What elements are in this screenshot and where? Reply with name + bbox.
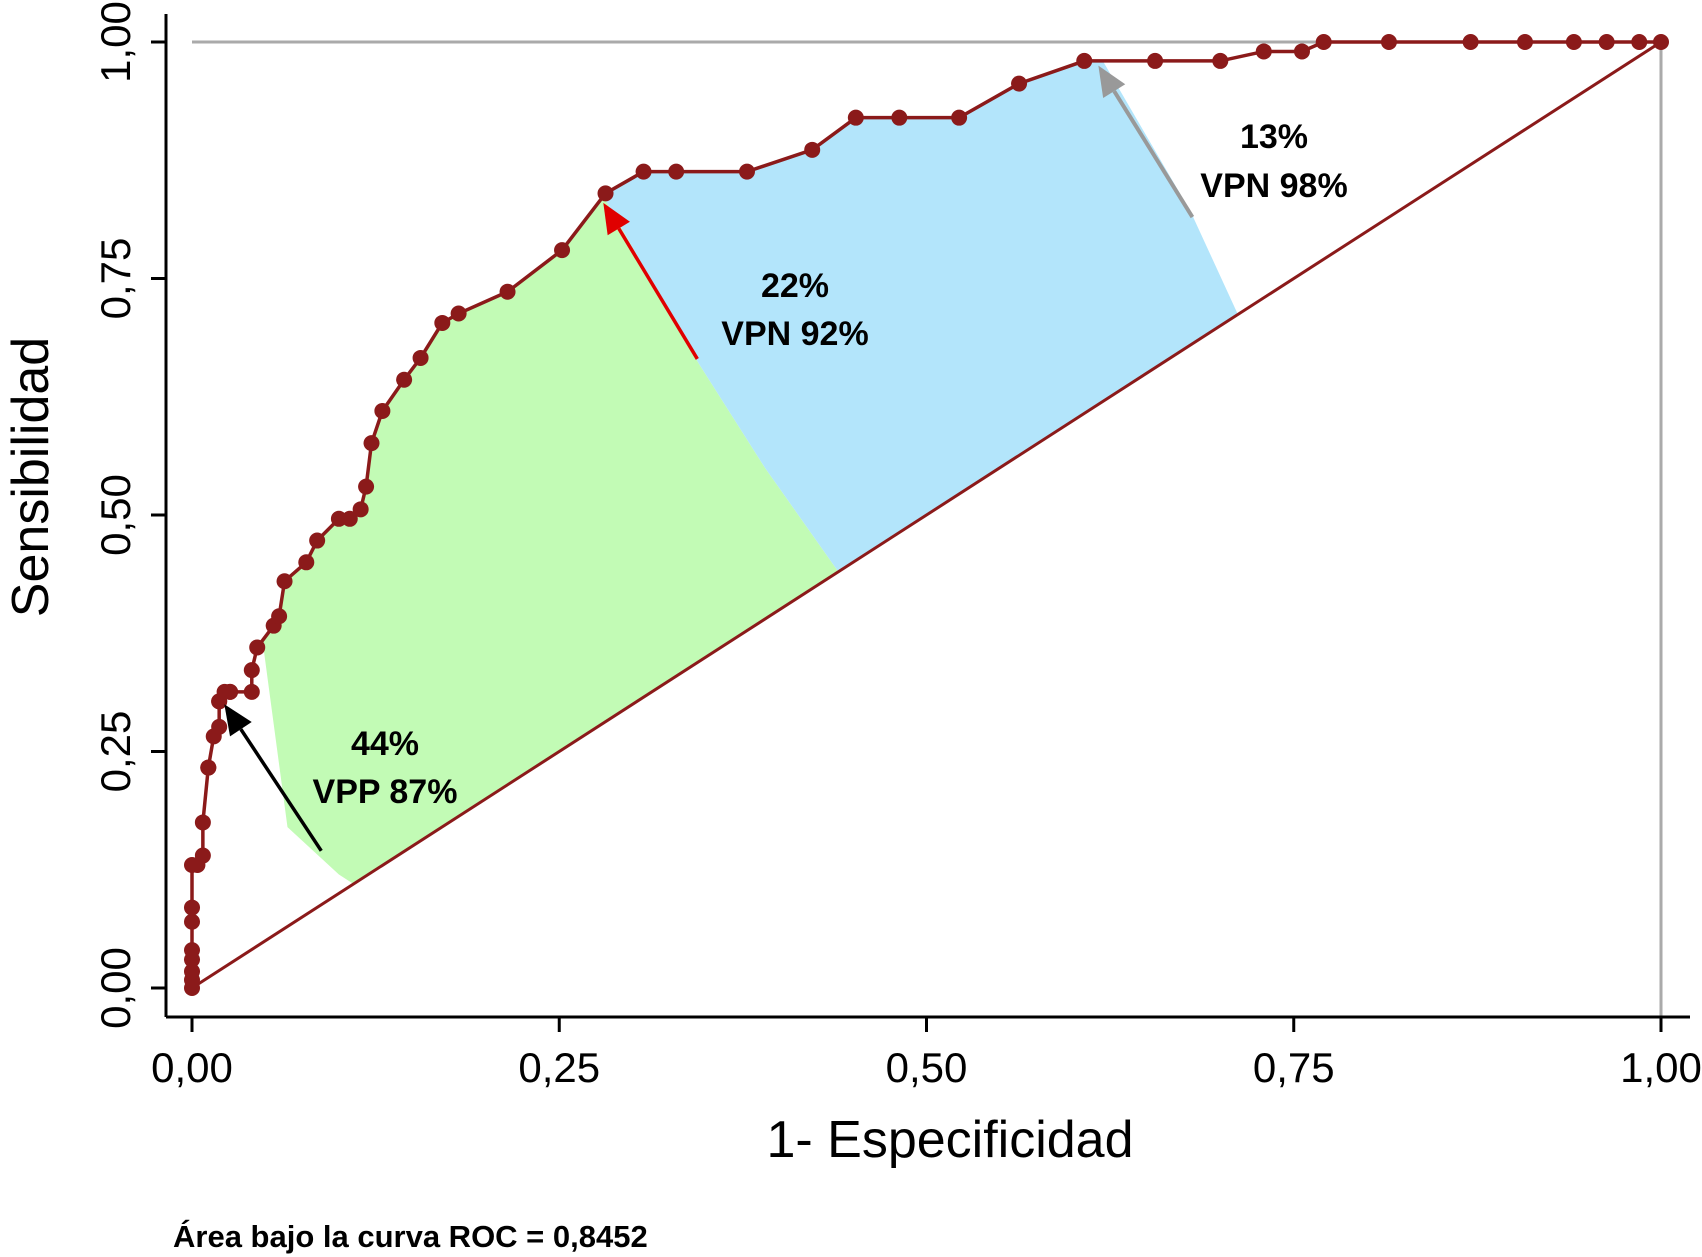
roc-point bbox=[1212, 52, 1229, 69]
annotation-22-line2: VPN 92% bbox=[721, 315, 868, 353]
roc-point bbox=[358, 478, 375, 495]
x-tick-label: 1,00 bbox=[1620, 1044, 1702, 1091]
roc-point bbox=[309, 532, 326, 549]
y-ticks: 0,00 0,25 0,50 0,75 1,00 bbox=[92, 1, 166, 1029]
arrow-grey bbox=[1112, 90, 1195, 219]
green-region bbox=[262, 196, 839, 884]
roc-point bbox=[668, 163, 685, 180]
y-tick-label: 1,00 bbox=[92, 1, 139, 83]
roc-point bbox=[1653, 34, 1669, 50]
x-tick-label: 0,00 bbox=[151, 1044, 233, 1091]
x-axis-title: 1- Especificidad bbox=[766, 1111, 1133, 1169]
roc-point bbox=[249, 639, 266, 656]
arrow-red bbox=[617, 227, 699, 360]
annotation-13-line1: 13% bbox=[1240, 118, 1308, 156]
roc-point bbox=[1011, 75, 1028, 92]
arrow-black bbox=[239, 728, 323, 852]
roc-point bbox=[847, 109, 864, 126]
roc-point bbox=[1380, 34, 1397, 50]
x-ticks: 0,00 0,25 0,50 0,75 1,00 bbox=[151, 1017, 1702, 1091]
roc-point bbox=[1255, 43, 1272, 60]
roc-point bbox=[184, 963, 200, 980]
roc-point bbox=[352, 501, 369, 518]
roc-point bbox=[184, 942, 200, 959]
arrow-grey-head bbox=[1098, 65, 1126, 98]
roc-point bbox=[1598, 34, 1615, 50]
roc-point bbox=[276, 573, 293, 590]
roc-point bbox=[891, 109, 908, 126]
roc-point bbox=[635, 163, 652, 180]
y-tick-label: 0,25 bbox=[92, 711, 139, 793]
roc-point bbox=[738, 163, 755, 180]
roc-point bbox=[1315, 34, 1332, 50]
roc-point bbox=[298, 554, 315, 571]
roc-point bbox=[341, 510, 358, 527]
roc-point bbox=[1631, 34, 1648, 50]
roc-point bbox=[499, 283, 516, 300]
roc-point bbox=[1147, 52, 1164, 69]
x-tick-label: 0,25 bbox=[518, 1044, 600, 1091]
arrow-red-head bbox=[603, 202, 630, 236]
roc-point bbox=[243, 683, 260, 700]
blue-region bbox=[603, 60, 1238, 572]
roc-points bbox=[184, 34, 1669, 996]
roc-point bbox=[200, 759, 217, 776]
roc-point bbox=[363, 435, 380, 452]
y-tick-label: 0,75 bbox=[92, 238, 139, 320]
auc-footer: Área bajo la curva ROC = 0,8452 bbox=[173, 1219, 648, 1254]
arrows bbox=[224, 65, 1195, 852]
roc-point bbox=[194, 814, 211, 831]
x-tick-label: 0,75 bbox=[1253, 1044, 1335, 1091]
roc-point bbox=[271, 608, 288, 625]
roc-point bbox=[184, 913, 200, 930]
y-tick-label: 0,50 bbox=[92, 474, 139, 556]
annotation-13-line2: VPN 98% bbox=[1200, 167, 1347, 205]
roc-point bbox=[804, 141, 821, 158]
roc-point bbox=[554, 242, 571, 259]
roc-point bbox=[396, 371, 413, 388]
roc-point bbox=[222, 683, 239, 700]
roc-point bbox=[1076, 52, 1093, 69]
y-tick-label: 0,00 bbox=[92, 947, 139, 1029]
roc-point bbox=[597, 185, 614, 202]
roc-point bbox=[450, 305, 467, 322]
roc-point bbox=[184, 899, 200, 916]
roc-point bbox=[412, 349, 429, 366]
roc-point bbox=[434, 314, 451, 331]
roc-point bbox=[243, 662, 260, 679]
roc-point bbox=[951, 109, 968, 126]
roc-point bbox=[1293, 43, 1310, 60]
roc-point bbox=[1462, 34, 1479, 50]
roc-point bbox=[1565, 34, 1582, 50]
roc-point bbox=[1516, 34, 1533, 50]
roc-point bbox=[374, 402, 391, 419]
roc-point bbox=[211, 718, 228, 735]
x-tick-label: 0,50 bbox=[886, 1044, 968, 1091]
chance-diagonal-line bbox=[191, 40, 1662, 990]
y-axis-title: Sensibilidad bbox=[2, 337, 60, 617]
annotation-44-line2: VPP 87% bbox=[313, 773, 458, 811]
annotation-22-line1: 22% bbox=[761, 267, 829, 305]
annotation-44-line1: 44% bbox=[351, 725, 419, 763]
roc-point bbox=[194, 847, 211, 864]
arrow-black-head bbox=[224, 704, 252, 737]
